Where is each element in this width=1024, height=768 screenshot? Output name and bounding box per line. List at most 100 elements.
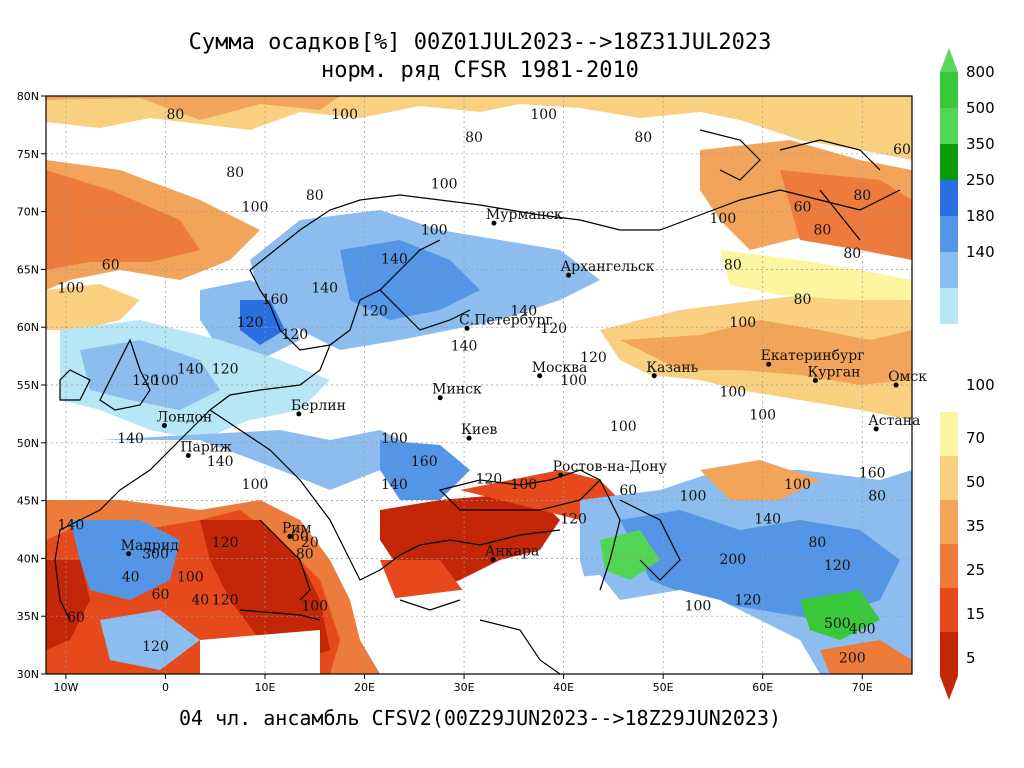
- contour-label: 40: [122, 570, 140, 586]
- colorbar-swatch: [940, 144, 958, 180]
- contour-label: 120: [824, 558, 851, 574]
- colorbar-label: 70: [966, 429, 985, 447]
- longitude-axis: 10W 0 10E 20E 30E 40E 50E 60E 70E: [53, 674, 873, 694]
- contour-label: 80: [296, 546, 314, 562]
- contour-label: 80: [166, 107, 184, 123]
- contour-label: 100: [530, 107, 557, 123]
- contour-label: 100: [242, 477, 269, 493]
- colorbar-swatch: [940, 500, 958, 544]
- city-marker: [812, 377, 818, 383]
- city-label: Архангельск: [561, 259, 655, 275]
- contour-label: 120: [212, 535, 239, 551]
- lat-tick-label: 80N: [17, 90, 39, 103]
- city-marker: [466, 435, 472, 441]
- contour-label: 20: [301, 535, 319, 551]
- city-marker: [651, 373, 657, 379]
- contour-label: 120: [734, 593, 761, 609]
- contour-label: 100: [242, 200, 269, 216]
- lon-tick-label: 10W: [53, 681, 78, 694]
- lat-tick-label: 70N: [17, 206, 39, 219]
- city-label: Берлин: [291, 398, 346, 414]
- contour-label: 60: [67, 610, 85, 626]
- colorbar-top-arrow: [940, 48, 958, 72]
- lat-lon-grid: [46, 96, 912, 674]
- colorbar-swatch: [940, 632, 958, 676]
- colorbar-swatch: [940, 412, 958, 456]
- contour-label: 80: [306, 188, 324, 204]
- city-label: Лондон: [156, 409, 212, 425]
- colorbar-label: 350: [966, 135, 995, 153]
- city-marker: [558, 472, 564, 478]
- colorbar-label: 250: [966, 171, 995, 189]
- map-title-line1: Сумма осадков[%] 00Z01JUL2023-->18Z31JUL…: [188, 30, 772, 55]
- contour-label: 60: [619, 483, 637, 499]
- city-label: Екатеринбург: [761, 348, 865, 364]
- lat-tick-label: 40N: [17, 552, 39, 565]
- contour-label: 100: [431, 176, 458, 192]
- contour-labels: 80 100 10080801008080100100601001601401201…: [58, 107, 911, 666]
- colorbar-label: 25: [966, 561, 985, 579]
- contour-label: 120: [132, 373, 159, 389]
- city-marker: [766, 361, 772, 367]
- lon-tick-label: 70E: [852, 681, 873, 694]
- contour-label: 140: [381, 477, 408, 493]
- contour-label: 160: [859, 465, 886, 481]
- city-label: Омск: [888, 369, 927, 385]
- contour-label: 140: [207, 454, 234, 470]
- lon-tick-label: 20E: [354, 681, 375, 694]
- contour-label: 100: [510, 477, 537, 493]
- city-marker: [296, 411, 302, 417]
- contour-label: 120: [237, 315, 264, 331]
- city-marker: [126, 551, 132, 557]
- contour-label: 140: [311, 281, 338, 297]
- contour-label: 100: [685, 598, 712, 614]
- contour-label: 100: [719, 385, 746, 401]
- contour-label: 100: [749, 408, 776, 424]
- ensemble-footer: 04 чл. ансамбль CFSV2(00Z29JUN2023-->18Z…: [178, 706, 782, 730]
- city-label: Мурманск: [486, 207, 563, 223]
- city-label: Анкара: [485, 544, 539, 560]
- city-label: Киев: [461, 422, 497, 438]
- contour-label: 120: [476, 471, 503, 487]
- contour-label: 120: [580, 350, 607, 366]
- lat-tick-label: 45N: [17, 495, 39, 508]
- colorbar-swatch: [940, 180, 958, 216]
- colorbar-swatch: [940, 456, 958, 500]
- contour-label: 120: [540, 321, 567, 337]
- city-label: Ростов-на-Дону: [553, 459, 668, 475]
- contour-label: 80: [868, 489, 886, 505]
- city-marker: [161, 422, 167, 428]
- colorbar-label: 5: [966, 649, 976, 667]
- contour-label: 100: [381, 431, 408, 447]
- contour-label: 160: [262, 292, 289, 308]
- city-label: Мадрид: [121, 538, 180, 554]
- contour-label: 100: [560, 373, 587, 389]
- contour-label: 80: [843, 246, 861, 262]
- contour-label: 80: [226, 165, 244, 181]
- latitude-axis: 80N 75N 70N 65N 60N 55N 50N 45N 40N 35N 30N: [17, 90, 46, 681]
- city-marker: [491, 220, 497, 226]
- contour-label: 60: [794, 200, 812, 216]
- contour-label: 120: [212, 361, 239, 377]
- lon-tick-label: 0: [162, 681, 169, 694]
- contour-label: 140: [451, 338, 478, 354]
- contour-label: 140: [381, 252, 408, 268]
- contour-label: 100: [177, 570, 204, 586]
- lat-tick-label: 75N: [17, 148, 39, 161]
- contour-label: 100: [301, 598, 328, 614]
- contour-label: 80: [809, 535, 827, 551]
- contour-label: 100: [680, 489, 707, 505]
- colorbar-swatch: [940, 544, 958, 588]
- city-marker: [873, 426, 879, 432]
- city-marker: [537, 373, 543, 379]
- coastlines: [54, 129, 901, 674]
- contour-label: 60: [893, 142, 911, 158]
- contour-label: 140: [177, 361, 204, 377]
- map-title-line2: норм. ряд CFSR 1981-2010: [321, 58, 639, 83]
- city-label: Минск: [432, 382, 482, 398]
- contour-label: 140: [117, 431, 144, 447]
- colorbar-swatch: [940, 288, 958, 324]
- contour-label: 100: [784, 477, 811, 493]
- contour-label: 140: [510, 304, 537, 320]
